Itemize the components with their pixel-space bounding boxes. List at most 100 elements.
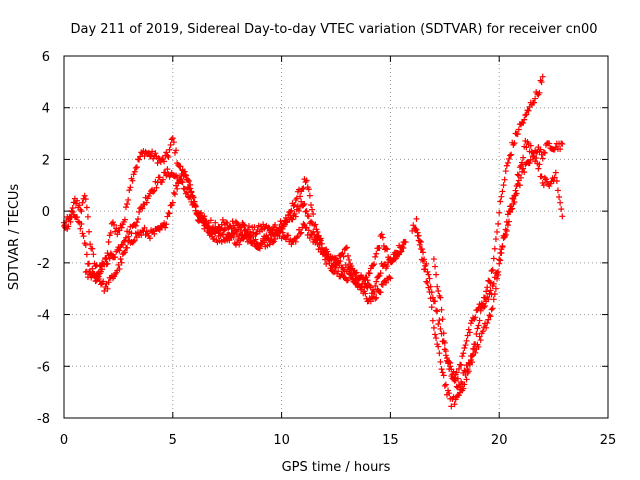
data-point — [309, 219, 316, 226]
data-point — [292, 238, 299, 245]
data-point — [539, 73, 546, 80]
data-point — [487, 287, 494, 294]
data-point — [132, 222, 139, 229]
data-point — [251, 224, 258, 231]
data-point — [76, 202, 83, 209]
data-point — [96, 263, 103, 270]
data-point — [170, 139, 177, 146]
data-point — [480, 304, 487, 311]
data-point — [531, 99, 538, 106]
data-point — [101, 288, 108, 295]
data-point — [537, 146, 544, 153]
data-point — [116, 247, 123, 254]
data-point — [372, 253, 379, 260]
data-point — [309, 206, 316, 213]
data-point — [438, 366, 445, 373]
data-point — [80, 233, 87, 240]
data-point — [153, 184, 160, 191]
data-point — [156, 226, 163, 233]
data-point — [305, 227, 312, 234]
data-point — [452, 377, 459, 384]
data-point — [339, 250, 346, 257]
data-point — [134, 216, 141, 223]
data-point — [89, 265, 96, 272]
data-point — [501, 176, 508, 183]
data-point — [521, 116, 528, 123]
data-point — [435, 288, 442, 295]
data-point — [173, 182, 180, 189]
data-point — [190, 194, 197, 201]
data-point — [155, 225, 162, 232]
data-point — [156, 174, 163, 181]
data-point — [173, 147, 180, 154]
data-point — [432, 263, 439, 270]
data-point — [501, 232, 508, 239]
data-point — [511, 140, 518, 147]
data-point — [514, 171, 521, 178]
data-point — [349, 273, 356, 280]
data-point — [100, 278, 107, 285]
data-point — [303, 177, 310, 184]
data-point — [230, 234, 237, 241]
data-point — [377, 270, 384, 277]
data-point — [492, 236, 499, 243]
data-point — [440, 330, 447, 337]
data-point — [376, 272, 383, 279]
data-point — [268, 229, 275, 236]
data-point — [439, 369, 446, 376]
data-point — [87, 268, 94, 275]
data-point — [445, 360, 452, 367]
data-point — [428, 304, 435, 311]
data-point — [377, 289, 384, 296]
data-point — [488, 267, 495, 274]
data-point — [133, 219, 140, 226]
data-point — [472, 349, 479, 356]
data-point — [338, 270, 345, 277]
data-point — [557, 199, 564, 206]
data-point — [337, 258, 344, 265]
data-point — [459, 380, 466, 387]
data-point — [105, 279, 112, 286]
data-point — [371, 261, 378, 268]
data-point — [392, 255, 399, 262]
data-point — [79, 199, 86, 206]
data-point — [285, 232, 292, 239]
data-point — [386, 274, 393, 281]
data-point — [118, 224, 125, 231]
data-point — [174, 185, 181, 192]
data-point — [90, 251, 97, 258]
data-point — [148, 152, 155, 159]
data-point — [301, 200, 308, 207]
data-point — [310, 228, 317, 235]
data-point — [502, 226, 509, 233]
data-point — [306, 234, 313, 241]
data-point — [288, 207, 295, 214]
y-tick-label: -2 — [37, 257, 50, 272]
data-point — [435, 320, 442, 327]
data-point — [177, 177, 184, 184]
data-point — [238, 224, 245, 231]
data-point — [378, 231, 385, 238]
data-point — [144, 150, 151, 157]
data-point — [527, 142, 534, 149]
data-point — [475, 343, 482, 350]
data-point — [429, 294, 436, 301]
data-point — [412, 225, 419, 232]
data-point — [414, 232, 421, 239]
data-point — [232, 218, 239, 225]
data-point — [79, 230, 86, 237]
data-point — [222, 226, 229, 233]
x-tick-label: 25 — [600, 433, 617, 448]
data-point — [297, 193, 304, 200]
data-point — [112, 254, 119, 261]
data-point — [275, 227, 282, 234]
data-point — [436, 350, 443, 357]
data-point — [116, 265, 123, 272]
data-point — [201, 213, 208, 220]
data-point — [97, 281, 104, 288]
data-point — [359, 284, 366, 291]
data-point — [459, 353, 466, 360]
data-point — [348, 270, 355, 277]
data-point — [467, 320, 474, 327]
data-point — [155, 155, 162, 162]
